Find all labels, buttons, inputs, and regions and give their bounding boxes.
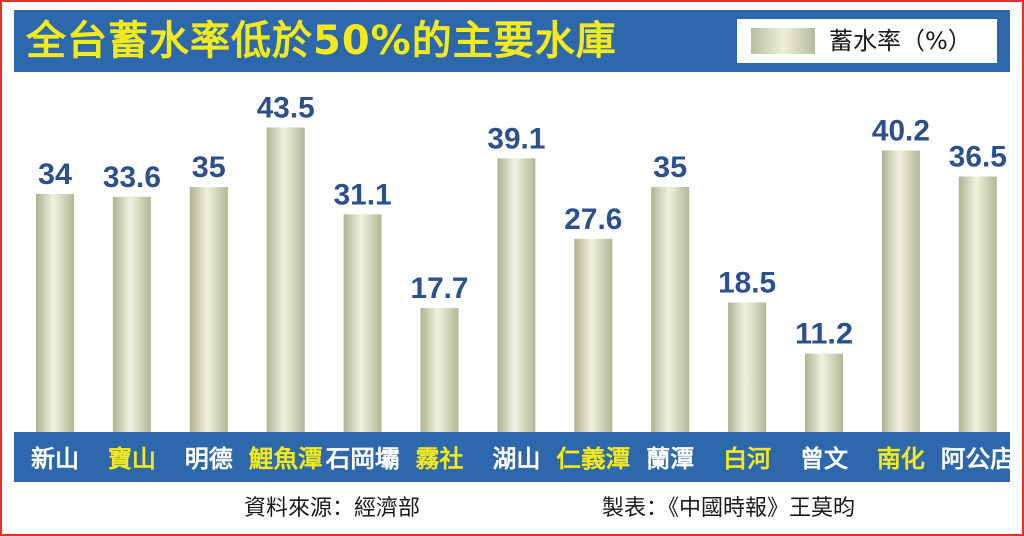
category-axis-band	[14, 432, 1010, 482]
credit-note: 製表：《中國時報》王莫昀	[602, 496, 856, 521]
bar	[343, 214, 382, 432]
category-label: 寶山	[108, 445, 156, 473]
category-label: 湖山	[492, 445, 540, 473]
bar	[728, 302, 767, 432]
bar	[420, 308, 459, 432]
bar-value-label: 40.2	[872, 115, 930, 148]
category-label: 新山	[31, 445, 79, 473]
bar	[805, 353, 843, 432]
bar	[881, 150, 920, 432]
bar	[189, 187, 228, 432]
bar-value-label: 35	[192, 151, 226, 184]
bar	[651, 187, 690, 432]
bar	[574, 238, 613, 432]
bar-value-label: 39.1	[487, 122, 545, 155]
bar-value-label: 31.1	[334, 178, 392, 211]
bar	[112, 196, 151, 432]
category-label: 仁義潭	[556, 445, 630, 473]
category-labels: 新山 寶山 明德 鯉魚潭 石岡壩 霧社 湖山 仁義潭 蘭潭 白河 曾文 南化 阿公店	[31, 445, 1015, 473]
legend-label: 蓄水率（%）	[829, 27, 972, 55]
chart-header: 全台蓄水率低於50%的主要水庫 蓄水率（%）	[14, 10, 1010, 72]
category-label: 阿公店	[941, 445, 1015, 473]
bar	[497, 158, 536, 433]
bar	[36, 194, 74, 432]
category-label: 霧社	[416, 445, 464, 473]
bar-value-label: 33.6	[103, 161, 161, 194]
chart-title: 全台蓄水率低於50%的主要水庫	[26, 18, 617, 64]
bar-value-label: 35	[653, 151, 687, 184]
category-label: 鯉魚潭	[249, 445, 323, 473]
category-label: 石岡壩	[325, 445, 400, 473]
source-note: 資料來源：經濟部	[244, 496, 421, 521]
category-label: 白河	[723, 445, 771, 473]
legend-swatch	[751, 28, 815, 54]
bar-value-label: 18.5	[718, 267, 776, 300]
bar-value-label: 27.6	[564, 203, 622, 236]
bar-value-label: 36.5	[949, 141, 1007, 174]
bar-value-label: 34	[38, 158, 72, 191]
bar-value-label: 17.7	[411, 272, 469, 305]
category-label: 明德	[185, 445, 233, 473]
value-labels: 34 33.6 35 43.5 31.1 17.7 39.1 27.6 35 18.5 11.2 40…	[38, 92, 1007, 351]
legend: 蓄水率（%）	[736, 18, 998, 64]
category-label: 蘭潭	[646, 445, 694, 473]
category-label: 曾文	[800, 445, 849, 473]
bar-value-label: 11.2	[795, 318, 853, 351]
bar-value-label: 43.5	[257, 92, 315, 125]
category-label: 南化	[877, 445, 925, 473]
bar	[266, 127, 305, 432]
bar	[958, 176, 997, 432]
bar-series	[36, 127, 997, 433]
